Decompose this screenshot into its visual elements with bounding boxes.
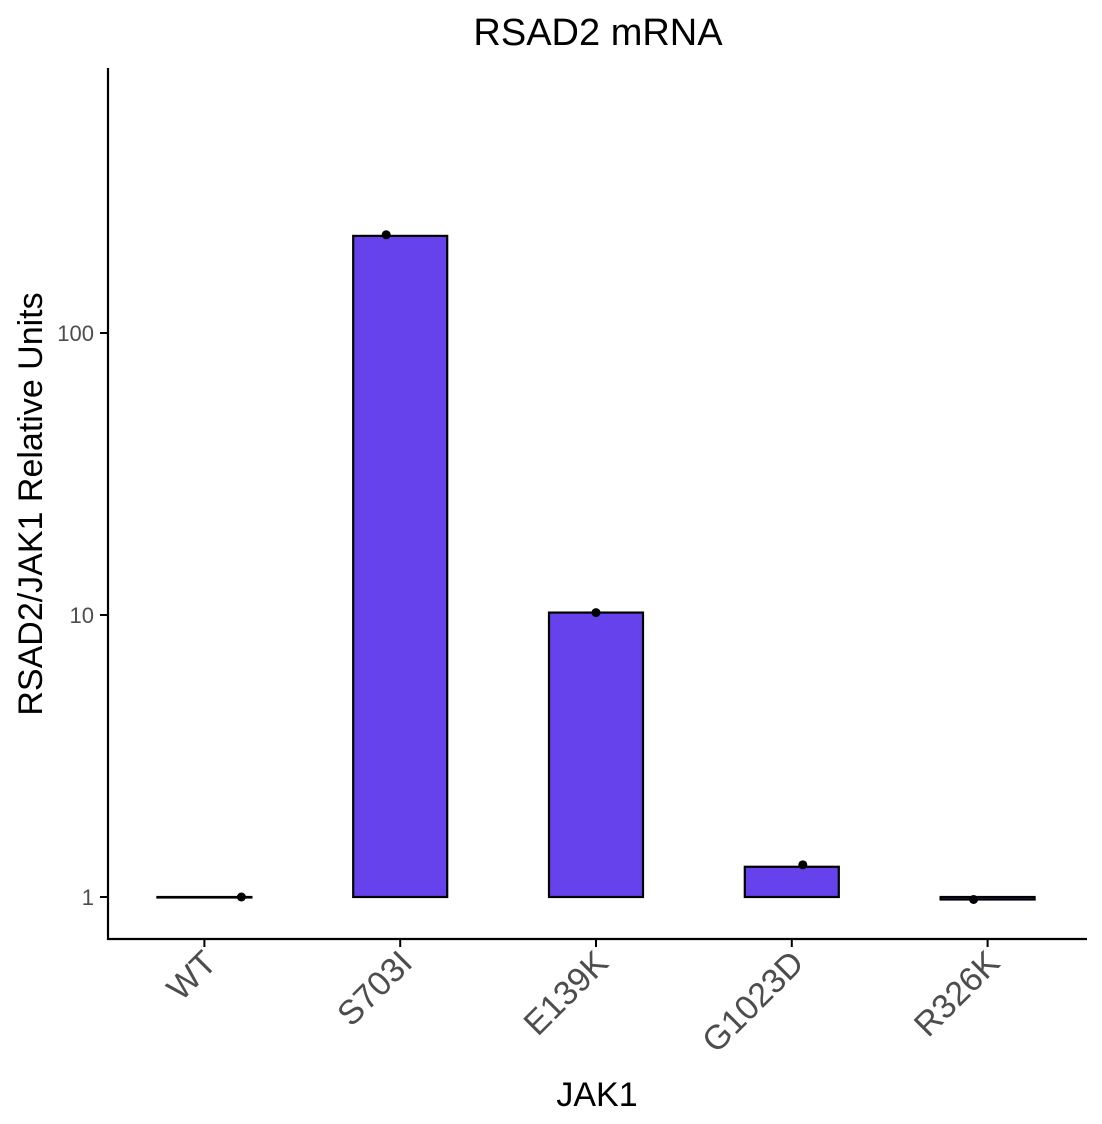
- y-axis-title: RSAD2/JAK1 Relative Units: [12, 292, 50, 715]
- bar-E139K: [547, 611, 645, 899]
- x-tick-label-WT: WT: [160, 944, 224, 1008]
- bar-S703I: [352, 234, 449, 899]
- data-point-S703I: [381, 230, 391, 240]
- bar-G1023D: [743, 865, 840, 899]
- data-point-E139K: [591, 608, 601, 618]
- chart-title: RSAD2 mRNA: [473, 12, 723, 54]
- x-tick-label-S703I: S703I: [330, 944, 420, 1034]
- y-tick-label-1: 1: [82, 885, 94, 910]
- y-ticks-layer: 1 10 100: [57, 321, 108, 910]
- y-tick-label-10: 10: [70, 603, 94, 628]
- data-point-G1023D: [798, 860, 808, 870]
- x-tick-label-R326K: R326K: [907, 944, 1008, 1045]
- x-ticks-layer: WT S703I E139K G1023D R326K: [160, 939, 1008, 1060]
- x-tick-label-E139K: E139K: [517, 944, 616, 1043]
- x-tick-label-G1023D: G1023D: [695, 944, 811, 1060]
- data-point-R326K: [969, 894, 979, 904]
- bars-layer: [156, 234, 1036, 901]
- x-axis-title: JAK1: [556, 1076, 637, 1114]
- y-tick-label-100: 100: [57, 321, 94, 346]
- data-point-WT: [236, 892, 246, 902]
- points-layer: [236, 230, 979, 904]
- bar-R326K: [939, 895, 1036, 901]
- bar-WT: [156, 895, 253, 899]
